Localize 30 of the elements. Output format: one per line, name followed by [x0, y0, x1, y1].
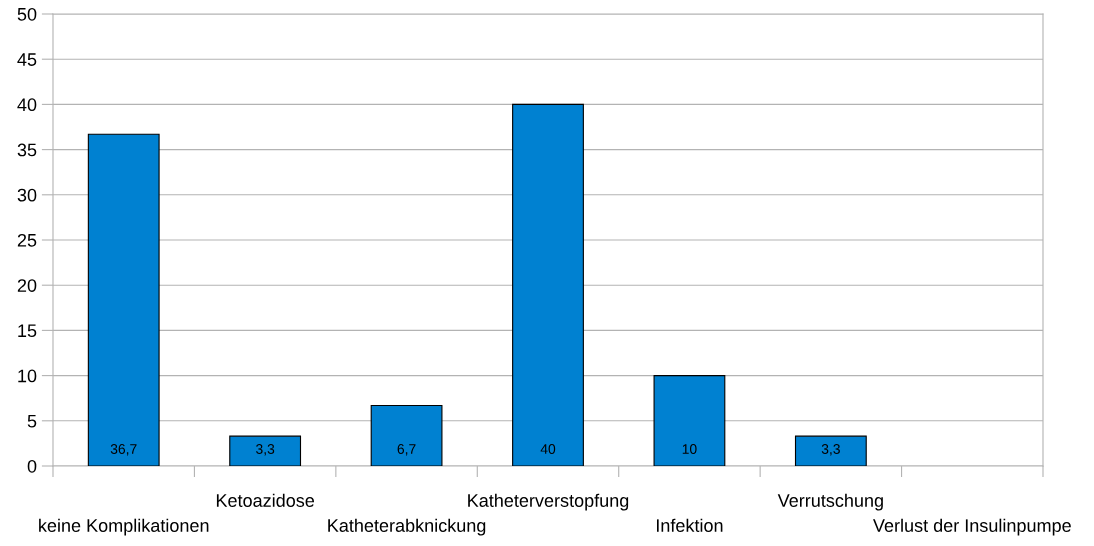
- y-tick-label: 0: [27, 459, 37, 473]
- bar: [229, 435, 302, 466]
- data-label: 36,7: [110, 444, 137, 456]
- bar: [370, 404, 443, 466]
- data-label: 6,7: [397, 444, 416, 456]
- bar: [87, 133, 160, 466]
- data-label: 3,3: [256, 444, 275, 456]
- y-tick-label: 20: [17, 279, 37, 292]
- bar: [653, 375, 726, 466]
- x-tick-label: Infektion: [656, 518, 723, 532]
- bar: [794, 435, 867, 466]
- data-label: 3,3: [821, 444, 840, 456]
- y-tick-label: 50: [17, 7, 37, 21]
- x-tick-label: keine Komplikationen: [39, 518, 209, 536]
- y-tick-label: 40: [17, 98, 37, 112]
- y-tick-label: 15: [18, 324, 37, 338]
- x-tick-label: Katheterverstopfung: [468, 493, 629, 511]
- y-tick-label: 5: [27, 414, 37, 428]
- x-tick-label: Verrutschung: [777, 493, 883, 511]
- x-tick-label: Katheterabknickung: [328, 518, 486, 536]
- y-tick-label: 45: [17, 53, 37, 66]
- y-tick-label: 35: [17, 143, 37, 157]
- x-tick-label: Ketoazidose: [216, 493, 315, 507]
- y-tick-label: 25: [17, 233, 37, 247]
- y-tick-label: 30: [17, 188, 37, 202]
- x-tick-label: Verlust der Insulinpumpe: [873, 518, 1071, 536]
- data-label: 10: [682, 444, 697, 454]
- y-tick-label: 10: [18, 369, 37, 383]
- data-label: 40: [540, 444, 556, 454]
- bar: [512, 103, 584, 466]
